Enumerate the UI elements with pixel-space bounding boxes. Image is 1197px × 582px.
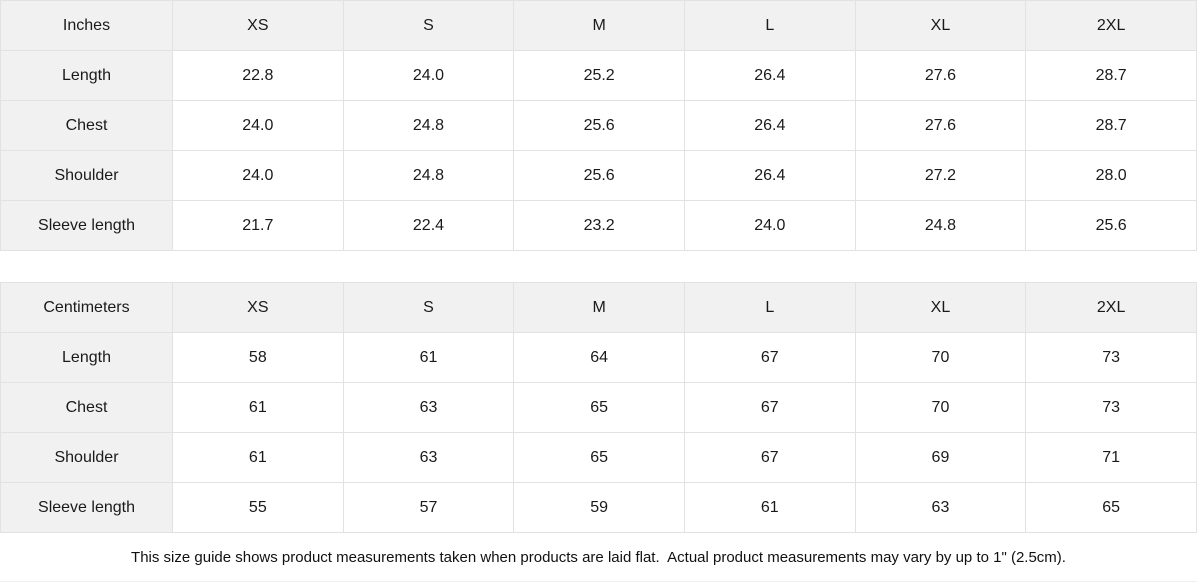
measurement-cell: 28.7 [1025,50,1197,101]
measurement-cell: 61 [172,382,344,433]
table-row-chest: Chest 24.0 24.8 25.6 26.4 27.6 28.7 [0,100,1197,151]
measurement-cell: 28.7 [1025,100,1197,151]
measurement-cell: 23.2 [513,200,685,251]
measurement-cell: 65 [513,382,685,433]
size-col-header-m: M [513,0,685,51]
measurement-cell: 63 [342,382,515,433]
table-row-sleeve-length: Sleeve length 21.7 22.4 23.2 24.0 24.8 2… [0,200,1197,251]
measurement-cell: 57 [342,482,515,533]
measurement-cell: 73 [1025,332,1197,383]
table-spacer [0,251,1197,282]
measurement-cell: 24.8 [854,200,1027,251]
row-label: Shoulder [0,432,173,483]
row-label: Length [0,332,173,383]
measurement-cell: 26.4 [683,50,856,101]
measurement-cell: 65 [513,432,685,483]
measurement-cell: 55 [172,482,344,533]
measurement-cell: 63 [342,432,515,483]
unit-header-inches: Inches [0,0,173,51]
row-label: Sleeve length [0,482,173,533]
row-label: Sleeve length [0,200,173,251]
measurement-cell: 27.2 [854,150,1027,201]
measurement-cell: 69 [854,432,1027,483]
size-col-header-xs: XS [172,282,344,333]
table-row-shoulder: Shoulder 61 63 65 67 69 71 [0,432,1197,483]
table-row-length: Length 22.8 24.0 25.2 26.4 27.6 28.7 [0,50,1197,101]
table-header-row: Inches XS S M L XL 2XL [0,0,1197,51]
table-row-length: Length 58 61 64 67 70 73 [0,332,1197,383]
measurement-cell: 70 [854,382,1027,433]
measurement-cell: 28.0 [1025,150,1197,201]
measurement-cell: 25.2 [513,50,685,101]
measurement-cell: 22.4 [342,200,515,251]
measurement-cell: 27.6 [854,100,1027,151]
table-row-chest: Chest 61 63 65 67 70 73 [0,382,1197,433]
measurement-cell: 24.0 [683,200,856,251]
measurement-cell: 25.6 [1025,200,1197,251]
table-row-sleeve-length: Sleeve length 55 57 59 61 63 65 [0,482,1197,533]
size-col-header-xl: XL [854,0,1027,51]
measurement-cell: 25.6 [513,100,685,151]
measurement-cell: 24.0 [172,150,344,201]
table-row-shoulder: Shoulder 24.0 24.8 25.6 26.4 27.2 28.0 [0,150,1197,201]
measurement-cell: 61 [342,332,515,383]
measurement-cell: 58 [172,332,344,383]
size-col-header-xs: XS [172,0,344,51]
measurement-cell: 71 [1025,432,1197,483]
size-col-header-s: S [342,282,515,333]
size-col-header-m: M [513,282,685,333]
measurement-cell: 67 [683,432,856,483]
size-col-header-l: L [683,282,856,333]
measurement-cell: 67 [683,332,856,383]
unit-header-centimeters: Centimeters [0,282,173,333]
measurement-cell: 24.8 [342,100,515,151]
measurement-cell: 21.7 [172,200,344,251]
measurement-cell: 26.4 [683,100,856,151]
measurement-cell: 22.8 [172,50,344,101]
measurement-cell: 64 [513,332,685,383]
size-table-centimeters: Centimeters XS S M L XL 2XL Length 58 61… [0,282,1197,533]
row-label: Shoulder [0,150,173,201]
size-col-header-2xl: 2XL [1025,282,1197,333]
measurement-cell: 24.0 [172,100,344,151]
measurement-cell: 61 [172,432,344,483]
size-col-header-s: S [342,0,515,51]
measurement-cell: 70 [854,332,1027,383]
measurement-cell: 73 [1025,382,1197,433]
size-col-header-xl: XL [854,282,1027,333]
measurement-cell: 67 [683,382,856,433]
row-label: Length [0,50,173,101]
table-header-row: Centimeters XS S M L XL 2XL [0,282,1197,333]
measurement-cell: 24.8 [342,150,515,201]
footer-note: This size guide shows product measuremen… [0,533,1197,582]
measurement-cell: 63 [854,482,1027,533]
measurement-cell: 65 [1025,482,1197,533]
size-table-inches: Inches XS S M L XL 2XL Length 22.8 24.0 … [0,0,1197,251]
measurement-cell: 24.0 [342,50,515,101]
size-col-header-2xl: 2XL [1025,0,1197,51]
measurement-cell: 59 [513,482,685,533]
size-col-header-l: L [683,0,856,51]
row-label: Chest [0,100,173,151]
measurement-cell: 25.6 [513,150,685,201]
measurement-cell: 26.4 [683,150,856,201]
row-label: Chest [0,382,173,433]
measurement-cell: 27.6 [854,50,1027,101]
measurement-cell: 61 [683,482,856,533]
